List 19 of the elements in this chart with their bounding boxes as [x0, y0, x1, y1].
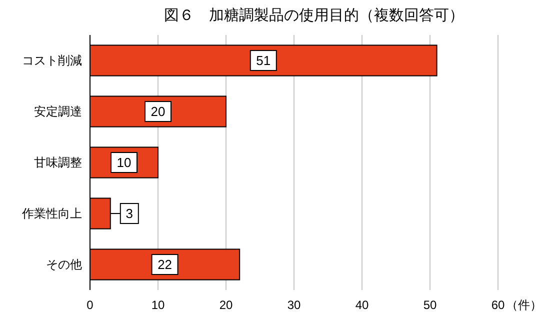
chart-title: 図６ 加糖調製品の使用目的（複数回答可） [164, 7, 464, 24]
y-tick-label: コスト削減 [22, 54, 82, 68]
y-tick-label: 安定調達 [34, 104, 82, 119]
y-tick-label: 甘味調整 [34, 156, 82, 170]
x-tick-label: 20 [219, 298, 233, 312]
x-tick-label: 60 [491, 298, 505, 312]
x-tick-label: 50 [423, 298, 437, 312]
x-tick-label: 10 [151, 298, 165, 312]
x-tick-label: 40 [355, 298, 369, 312]
data-label: 20 [150, 104, 166, 120]
x-tick-label: 0 [86, 298, 94, 312]
data-label: 51 [256, 53, 271, 68]
x-tick-label: 30 [287, 298, 301, 312]
y-tick-label: 作業性向上 [21, 206, 82, 221]
x-axis-title: （件） [506, 298, 542, 312]
data-label: 22 [158, 257, 172, 272]
data-label: 10 [116, 155, 132, 170]
data-label: 3 [126, 206, 134, 222]
y-tick-label: その他 [46, 258, 82, 272]
